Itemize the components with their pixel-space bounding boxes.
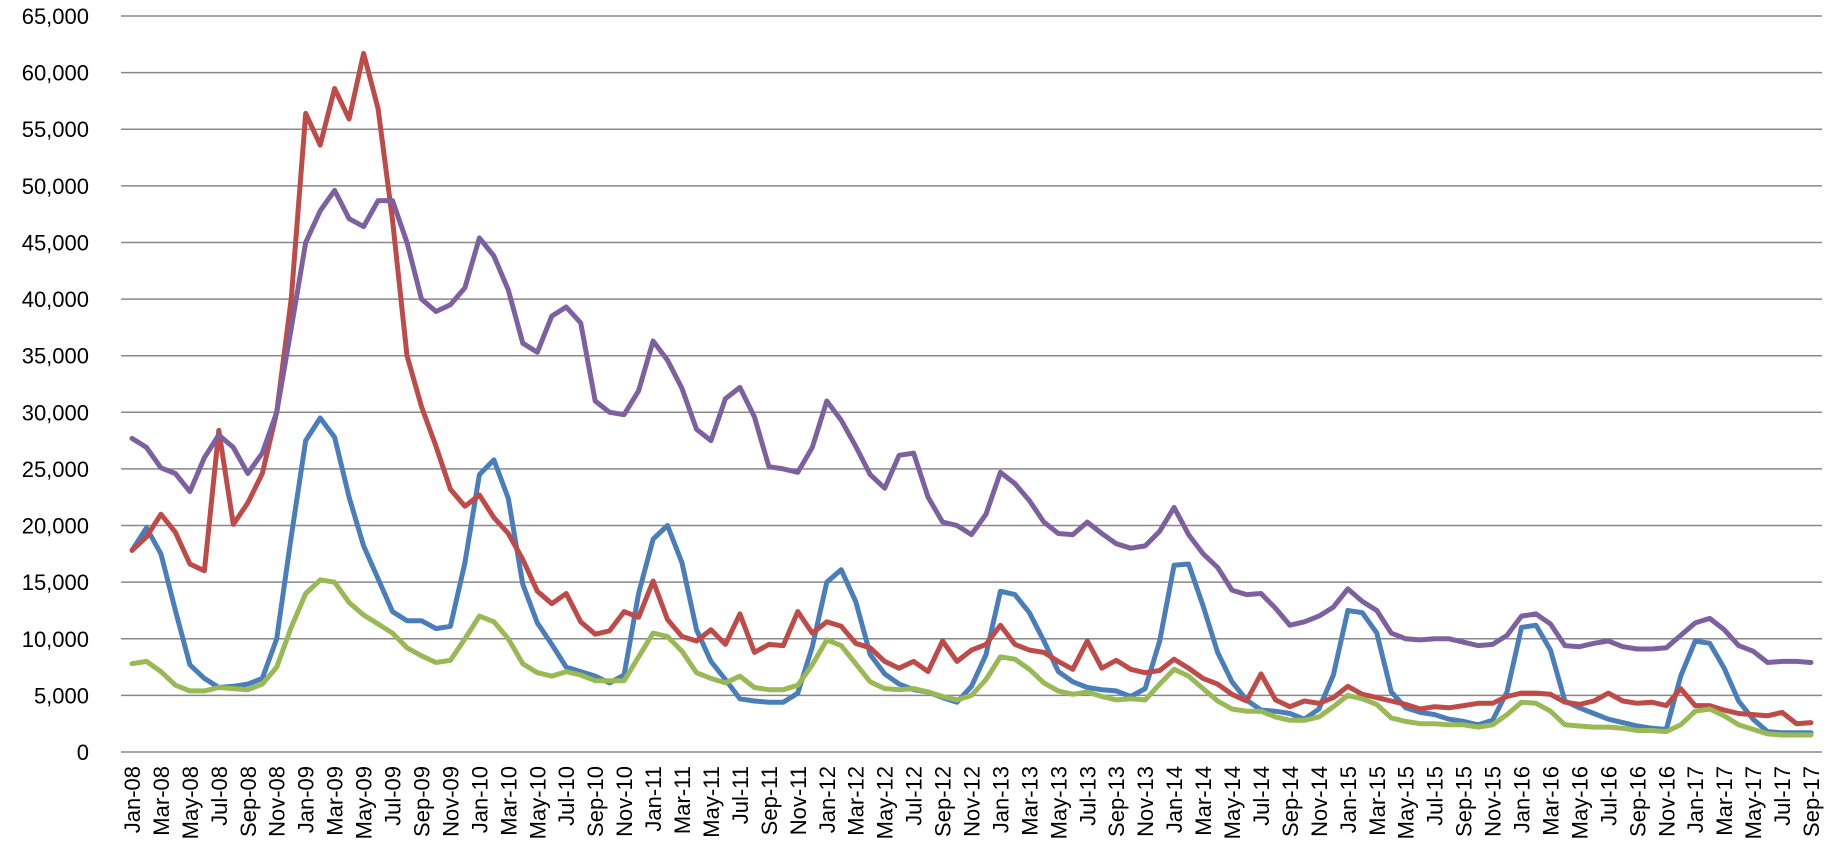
x-tick-label: Sep-14 bbox=[1278, 766, 1303, 837]
x-tick-label: Nov-16 bbox=[1654, 766, 1679, 837]
x-tick-label: Sep-16 bbox=[1625, 766, 1650, 837]
x-tick-label: Jan-12 bbox=[815, 766, 840, 833]
x-tick-label: Sep-12 bbox=[931, 766, 956, 837]
x-tick-label: Jan-11 bbox=[641, 766, 666, 832]
x-tick-label: Jan-14 bbox=[1162, 766, 1187, 833]
y-tick-label: 35,000 bbox=[22, 344, 89, 369]
x-tick-label: May-14 bbox=[1220, 766, 1245, 839]
x-tick-label: Jul-10 bbox=[554, 766, 579, 826]
x-tick-label: Jul-16 bbox=[1596, 766, 1621, 826]
x-tick-label: Jan-09 bbox=[294, 766, 319, 833]
line-series bbox=[129, 50, 1814, 727]
x-tick-label: Jul-08 bbox=[207, 766, 232, 826]
x-tick-label: Nov-15 bbox=[1481, 766, 1506, 837]
x-tick-label: May-16 bbox=[1567, 766, 1592, 839]
y-tick-label: 10,000 bbox=[22, 627, 89, 652]
x-tick-label: Mar-14 bbox=[1191, 766, 1216, 836]
line-series bbox=[129, 415, 1814, 736]
y-tick-label: 50,000 bbox=[22, 174, 89, 199]
x-tick-label: Jul-14 bbox=[1249, 766, 1274, 826]
x-tick-label: Sep-17 bbox=[1799, 766, 1824, 837]
x-tick-label: Sep-11 bbox=[757, 766, 782, 835]
x-tick-label: Jul-12 bbox=[902, 766, 927, 826]
x-tick-label: Jul-11 bbox=[728, 766, 753, 824]
x-tick-label: Nov-11 bbox=[786, 766, 811, 835]
x-tick-label: May-13 bbox=[1046, 766, 1071, 839]
x-tick-label: Sep-09 bbox=[409, 766, 434, 837]
x-tick-label: Mar-11 bbox=[670, 766, 695, 834]
x-tick-label: May-17 bbox=[1741, 766, 1766, 839]
x-tick-label: Sep-13 bbox=[1104, 766, 1129, 837]
x-tick-label: Mar-08 bbox=[149, 766, 174, 836]
y-tick-label: 30,000 bbox=[22, 400, 89, 425]
x-tick-label: Nov-14 bbox=[1307, 766, 1332, 837]
y-tick-label: 15,000 bbox=[22, 570, 89, 595]
x-tick-label: May-11 bbox=[699, 766, 724, 838]
x-tick-label: Jul-13 bbox=[1075, 766, 1100, 826]
x-tick-label: Mar-15 bbox=[1365, 766, 1390, 836]
x-tick-label: May-15 bbox=[1394, 766, 1419, 839]
x-tick-label: Jan-13 bbox=[988, 766, 1013, 833]
y-tick-label: 60,000 bbox=[22, 61, 89, 86]
x-tick-label: Mar-17 bbox=[1712, 766, 1737, 836]
y-tick-label: 55,000 bbox=[22, 117, 89, 142]
y-tick-label: 25,000 bbox=[22, 457, 89, 482]
x-tick-label: Jan-15 bbox=[1336, 766, 1361, 833]
x-tick-label: Nov-12 bbox=[960, 766, 985, 837]
y-tick-label: 40,000 bbox=[22, 287, 89, 312]
x-tick-label: Sep-15 bbox=[1452, 766, 1477, 837]
line-series bbox=[129, 187, 1814, 665]
x-tick-label: Nov-08 bbox=[265, 766, 290, 837]
x-tick-label: Jul-17 bbox=[1770, 766, 1795, 826]
x-tick-label: Nov-10 bbox=[612, 766, 637, 837]
x-tick-label: May-10 bbox=[525, 766, 550, 839]
x-tick-label: Sep-08 bbox=[236, 766, 261, 837]
x-tick-label: Jul-15 bbox=[1423, 766, 1448, 826]
x-tick-label: Jan-08 bbox=[120, 766, 145, 833]
x-tick-label: May-12 bbox=[873, 766, 898, 839]
x-tick-label: Nov-09 bbox=[438, 766, 463, 837]
line-series bbox=[129, 577, 1814, 738]
y-tick-label: 20,000 bbox=[22, 514, 89, 539]
x-tick-label: Mar-12 bbox=[844, 766, 869, 836]
x-tick-label: Mar-10 bbox=[496, 766, 521, 836]
x-tick-label: May-09 bbox=[352, 766, 377, 839]
x-tick-label: Mar-09 bbox=[323, 766, 348, 836]
y-tick-label: 0 bbox=[77, 740, 89, 765]
y-tick-label: 65,000 bbox=[22, 4, 89, 29]
x-tick-label: Sep-10 bbox=[583, 766, 608, 837]
x-tick-label: Jan-16 bbox=[1510, 766, 1535, 833]
x-tick-label: Mar-13 bbox=[1017, 766, 1042, 836]
x-tick-label: May-08 bbox=[178, 766, 203, 839]
y-tick-label: 5,000 bbox=[34, 683, 89, 708]
x-tick-label: Nov-13 bbox=[1133, 766, 1158, 837]
x-tick-label: Mar-16 bbox=[1538, 766, 1563, 836]
y-tick-label: 45,000 bbox=[22, 230, 89, 255]
x-tick-label: Jul-09 bbox=[381, 766, 406, 826]
x-tick-label: Jan-17 bbox=[1683, 766, 1708, 833]
x-tick-label: Jan-10 bbox=[467, 766, 492, 833]
